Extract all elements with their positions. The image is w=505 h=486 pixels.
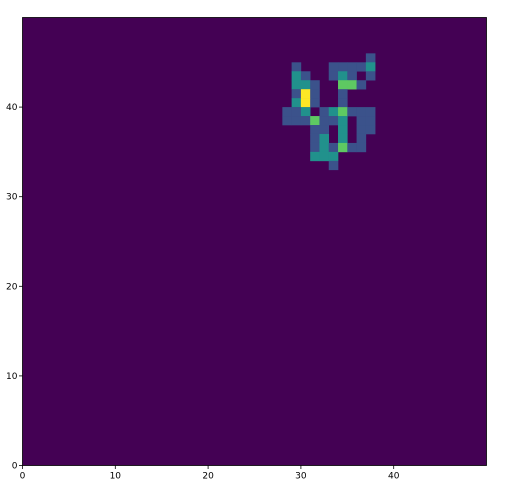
heatmap-cell xyxy=(319,125,330,135)
heatmap-cell xyxy=(356,107,367,117)
heatmap-cell xyxy=(356,62,367,72)
heatmap-cells xyxy=(282,53,376,171)
heatmap-cell xyxy=(365,125,376,135)
heatmap-cell xyxy=(356,142,367,153)
heatmap-background xyxy=(22,17,487,466)
heatmap-cell xyxy=(319,107,330,117)
heatmap-cell xyxy=(338,125,348,135)
heatmap-cell xyxy=(291,62,302,72)
heatmap-cell xyxy=(328,107,339,117)
plot-area xyxy=(22,17,487,466)
heatmap-cell xyxy=(338,116,348,126)
heatmap-cell xyxy=(365,62,376,72)
heatmap-cell xyxy=(300,80,311,90)
heatmap-cell xyxy=(310,142,320,153)
x-tick-label: 40 xyxy=(388,472,400,482)
heatmap-cell xyxy=(365,116,376,126)
heatmap-cell xyxy=(282,116,292,126)
heatmap-cell xyxy=(310,89,320,99)
heatmap-cell xyxy=(291,89,302,99)
y-tick-label: 40 xyxy=(6,103,18,113)
heatmap-cell xyxy=(310,151,320,162)
x-axis: 0 10 20 30 40 xyxy=(20,465,400,482)
heatmap-cell xyxy=(282,107,292,117)
heatmap-cell xyxy=(338,142,348,153)
heatmap-cell xyxy=(310,116,320,126)
heatmap-cell xyxy=(319,151,330,162)
heatmap-cell xyxy=(338,89,348,99)
heatmap-cell xyxy=(328,62,339,72)
heatmap-cell xyxy=(310,80,320,90)
heatmap-cell xyxy=(291,71,302,81)
heatmap-cell xyxy=(310,133,320,144)
heatmap-cell xyxy=(319,133,330,144)
y-axis: 0 10 20 30 40 xyxy=(6,103,23,472)
heatmap-cell xyxy=(338,98,348,108)
heatmap-cell xyxy=(347,107,357,117)
heatmap-cell xyxy=(291,98,302,108)
heatmap-cell xyxy=(291,116,302,126)
heatmap-cell xyxy=(356,125,367,135)
heatmap-cell xyxy=(310,98,320,108)
heatmap-cell xyxy=(328,160,339,171)
heatmap-cell xyxy=(356,80,367,90)
heatmap-cell xyxy=(319,142,330,153)
heatmap-cell xyxy=(328,151,339,162)
heatmap-cell xyxy=(300,71,311,81)
heatmap-cell xyxy=(347,71,357,81)
heatmap-cell xyxy=(356,116,367,126)
x-tick-label: 30 xyxy=(295,472,307,482)
heatmap-cell xyxy=(310,125,320,135)
heatmap-cell xyxy=(291,107,302,117)
heatmap-cell xyxy=(365,107,376,117)
heatmap-cell xyxy=(338,62,348,72)
heatmap-cell xyxy=(365,53,376,63)
x-tick-label: 20 xyxy=(202,472,214,482)
x-tick-label: 0 xyxy=(20,472,26,482)
heatmap-cell xyxy=(365,71,376,81)
heatmap-cell xyxy=(338,133,348,144)
heatmap-cell xyxy=(356,133,367,144)
y-tick-label: 0 xyxy=(12,462,18,472)
y-tick-label: 30 xyxy=(6,193,18,203)
y-tick-label: 10 xyxy=(6,372,18,382)
heatmap-cell xyxy=(300,107,311,117)
heatmap-cell xyxy=(328,71,339,81)
heatmap-cell xyxy=(300,116,311,126)
heatmap-cell xyxy=(328,142,339,153)
heatmap-cell xyxy=(338,107,348,117)
plot-frame xyxy=(22,17,487,466)
heatmap-cell xyxy=(347,80,357,90)
heatmap-cell xyxy=(328,116,339,126)
heatmap-cell xyxy=(319,116,330,126)
heatmap-cell xyxy=(338,80,348,90)
heatmap-cell xyxy=(300,98,311,108)
heatmap-cell xyxy=(300,89,311,99)
heatmap-cell xyxy=(338,71,348,81)
y-tick-label: 20 xyxy=(6,282,18,292)
x-tick-label: 10 xyxy=(110,472,122,482)
heatmap-cell xyxy=(291,80,302,90)
heatmap-cell xyxy=(347,62,357,72)
heatmap-cell xyxy=(347,142,357,153)
